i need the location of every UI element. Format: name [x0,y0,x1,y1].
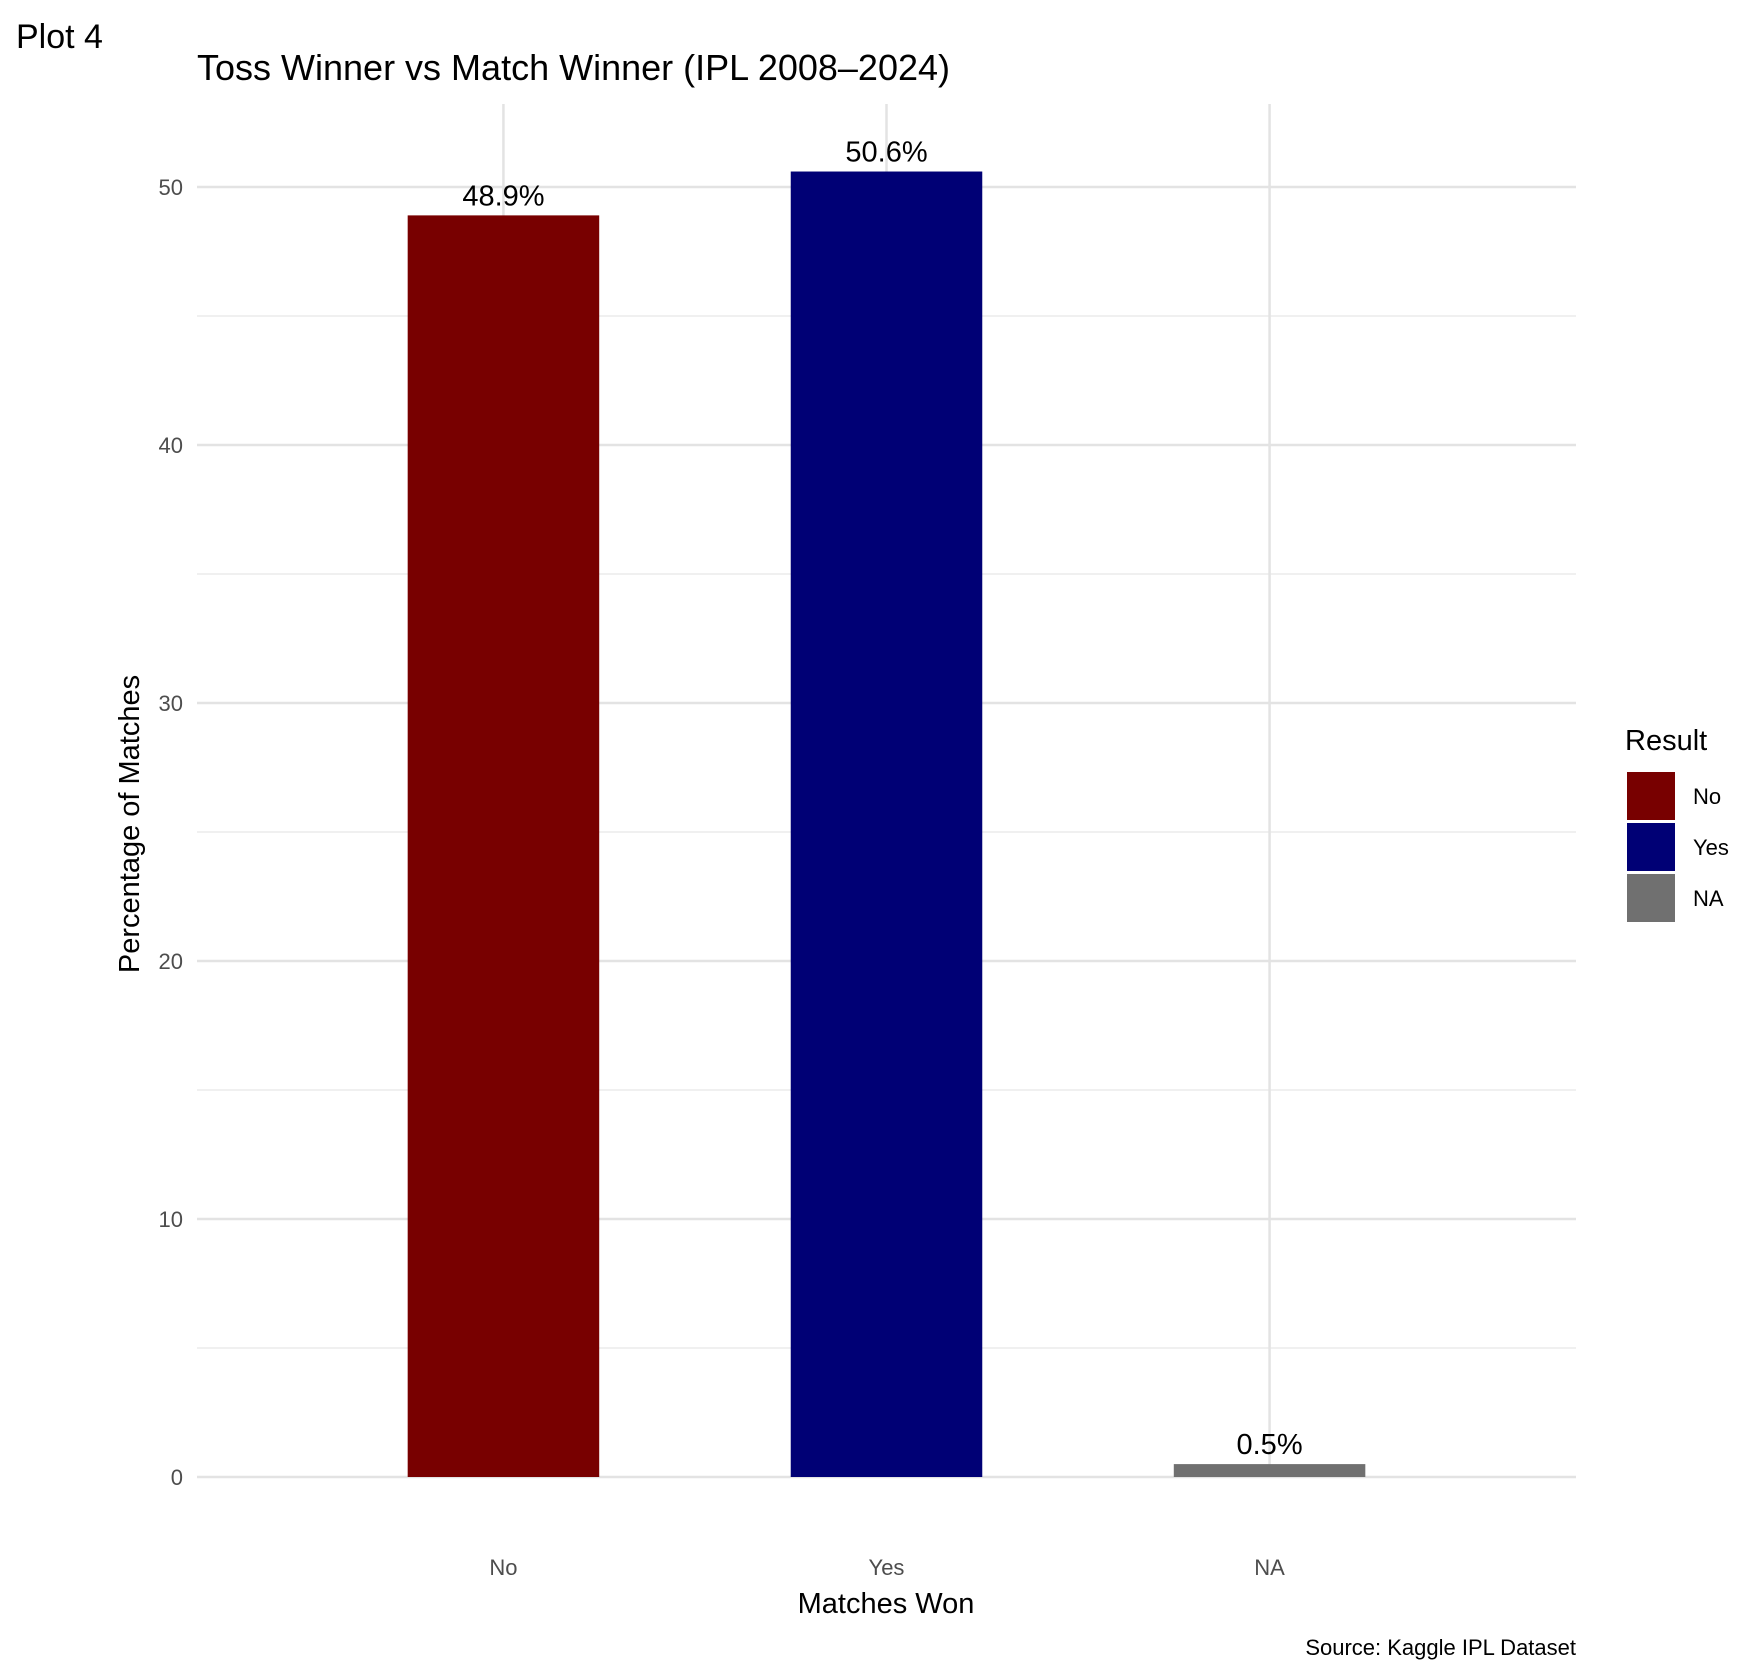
chart-title: Toss Winner vs Match Winner (IPL 2008–20… [197,47,950,88]
bar-value-label: 0.5% [1237,1429,1303,1461]
legend-key [1627,874,1675,922]
bar-no [407,215,600,1477]
plot-tag: Plot 4 [16,18,103,56]
bar-value-label: 50.6% [845,137,927,169]
x-tick-label: Yes [869,1555,905,1580]
bar-value-labels: 48.9% 50.6% 0.5% [462,137,1302,1462]
bar-na [1173,1464,1366,1477]
y-tick-label: 20 [159,949,183,974]
y-axis-title: Percentage of Matches [114,675,146,973]
legend-label: NA [1693,886,1724,911]
legend-title: Result [1625,725,1707,757]
legend-key [1627,772,1675,820]
legend-label: No [1693,784,1721,809]
bars [407,171,1366,1477]
y-tick-label: 30 [159,691,183,716]
x-axis-ticks: No Yes NA [489,1555,1285,1580]
y-axis-ticks: 0 10 20 30 40 50 [159,175,183,1490]
x-axis-title: Matches Won [798,1588,975,1620]
y-tick-label: 50 [159,175,183,200]
bar-yes [790,171,983,1477]
legend: Result No Yes NA [1625,725,1729,922]
y-tick-label: 0 [171,1465,183,1490]
x-tick-label: No [489,1555,517,1580]
y-tick-label: 10 [159,1207,183,1232]
legend-label: Yes [1693,835,1729,860]
bar-value-label: 48.9% [462,180,544,212]
legend-key [1627,823,1675,871]
chart-caption: Source: Kaggle IPL Dataset [1305,1635,1576,1660]
y-tick-label: 40 [159,433,183,458]
x-tick-label: NA [1254,1555,1285,1580]
